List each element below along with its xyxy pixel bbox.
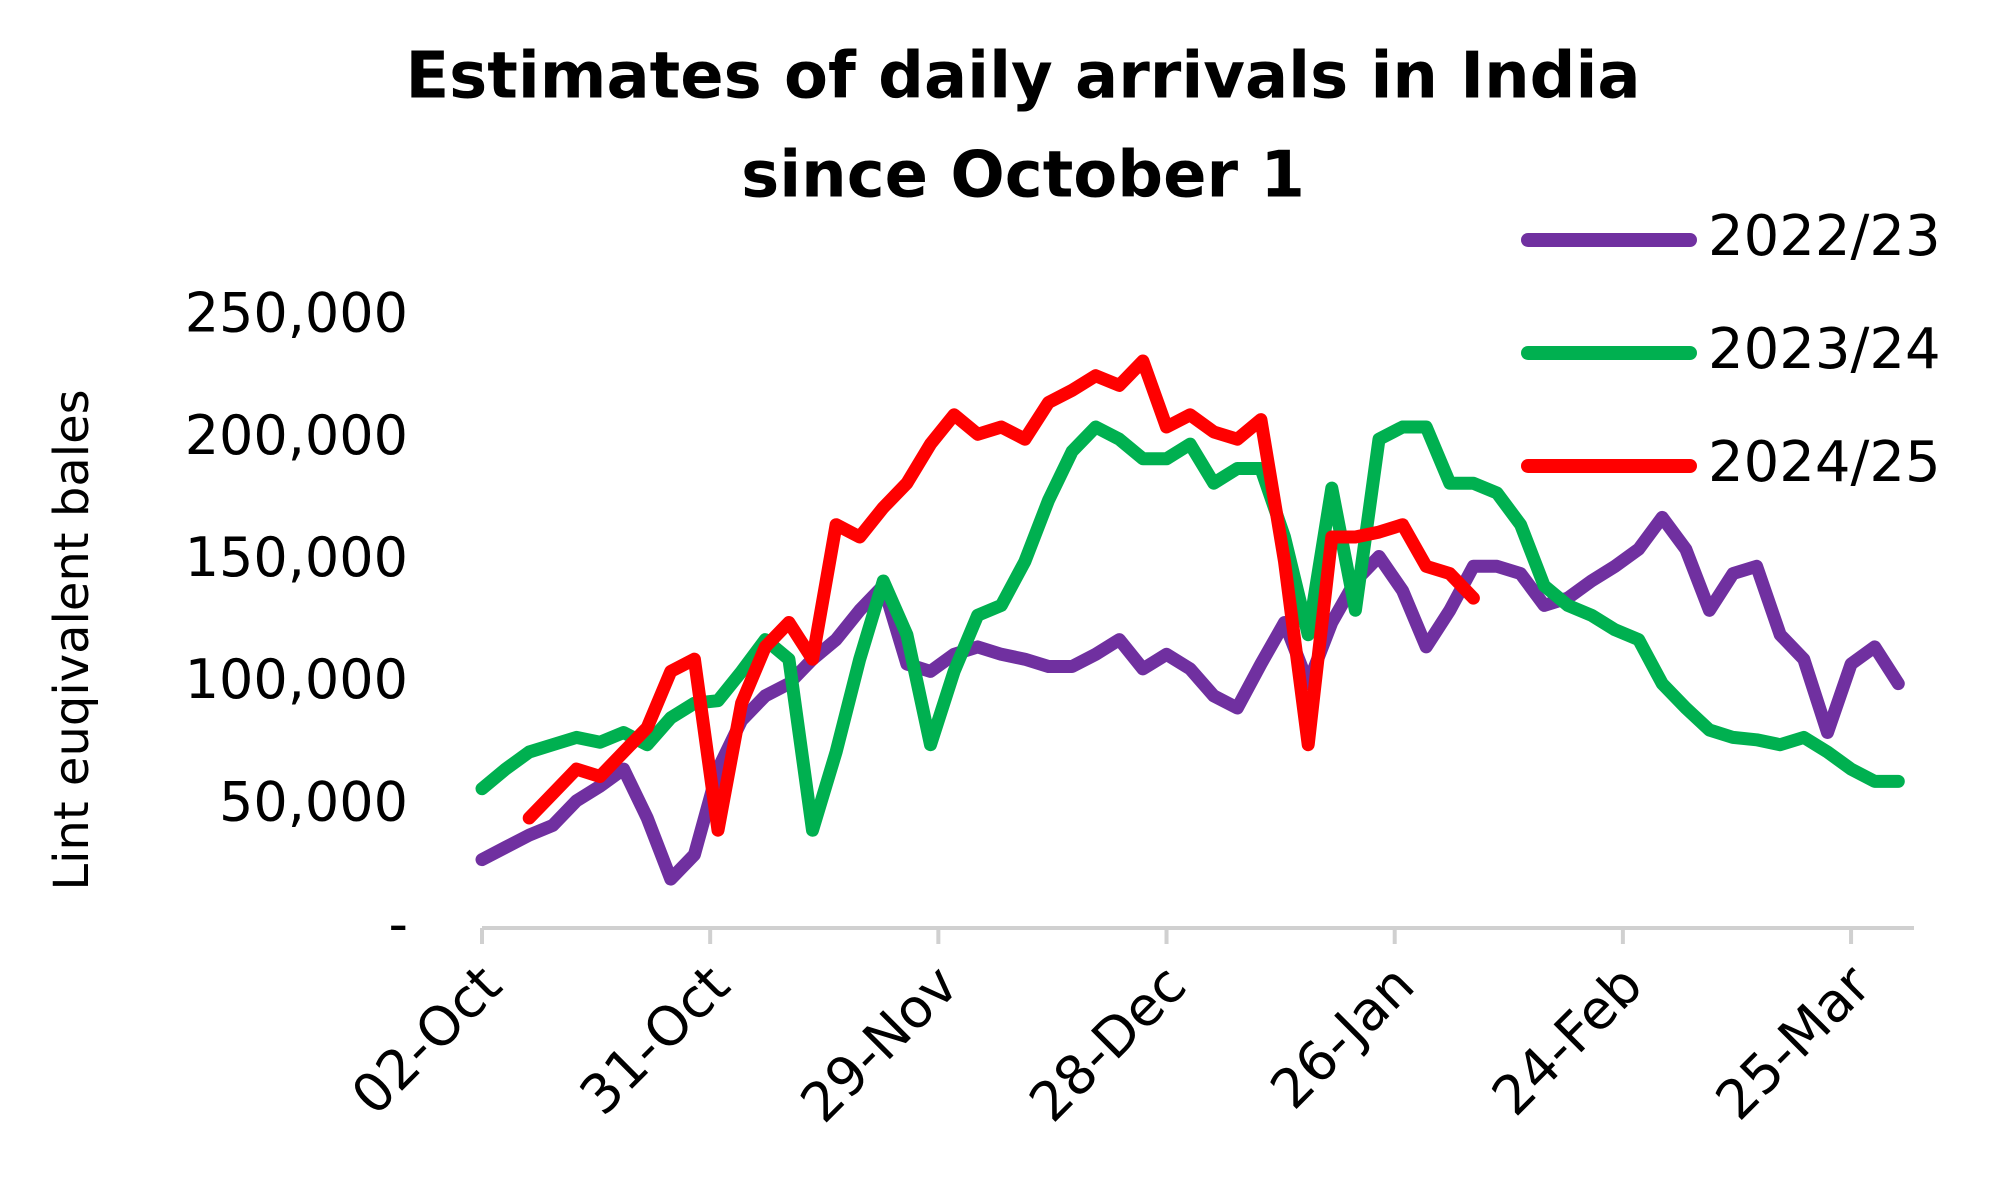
- y-tick-label: 250,000: [185, 282, 408, 345]
- x-tick-label: 02-Oct: [340, 953, 514, 1127]
- y-tick-label: 100,000: [185, 648, 408, 711]
- data-line: [522, 354, 1480, 837]
- x-tick-label: 24-Feb: [1480, 953, 1655, 1128]
- x-tick-label: 29-Nov: [788, 953, 969, 1134]
- x-tick-label: 25-Mar: [1704, 952, 1884, 1132]
- y-tick-label: -: [389, 893, 409, 956]
- chart-title: Estimates of daily arrivals in India: [405, 40, 1640, 114]
- y-tick-label: 150,000: [185, 526, 408, 589]
- data-line: [475, 510, 1905, 886]
- x-tick-label: 28-Dec: [1017, 953, 1198, 1134]
- y-tick-label: 50,000: [219, 770, 408, 833]
- chart-title: since October 1: [741, 139, 1305, 213]
- legend-label: 2023/24: [1708, 317, 1941, 382]
- y-tick-label: 200,000: [185, 404, 408, 467]
- x-tick-label: 31-Oct: [568, 953, 742, 1127]
- legend-label: 2024/25: [1708, 430, 1941, 495]
- data-line: [475, 420, 1905, 837]
- legend-label: 2022/23: [1708, 204, 1941, 269]
- x-tick-label: 26-Jan: [1258, 953, 1426, 1121]
- y-axis-label: Lint euqivalent bales: [44, 389, 100, 890]
